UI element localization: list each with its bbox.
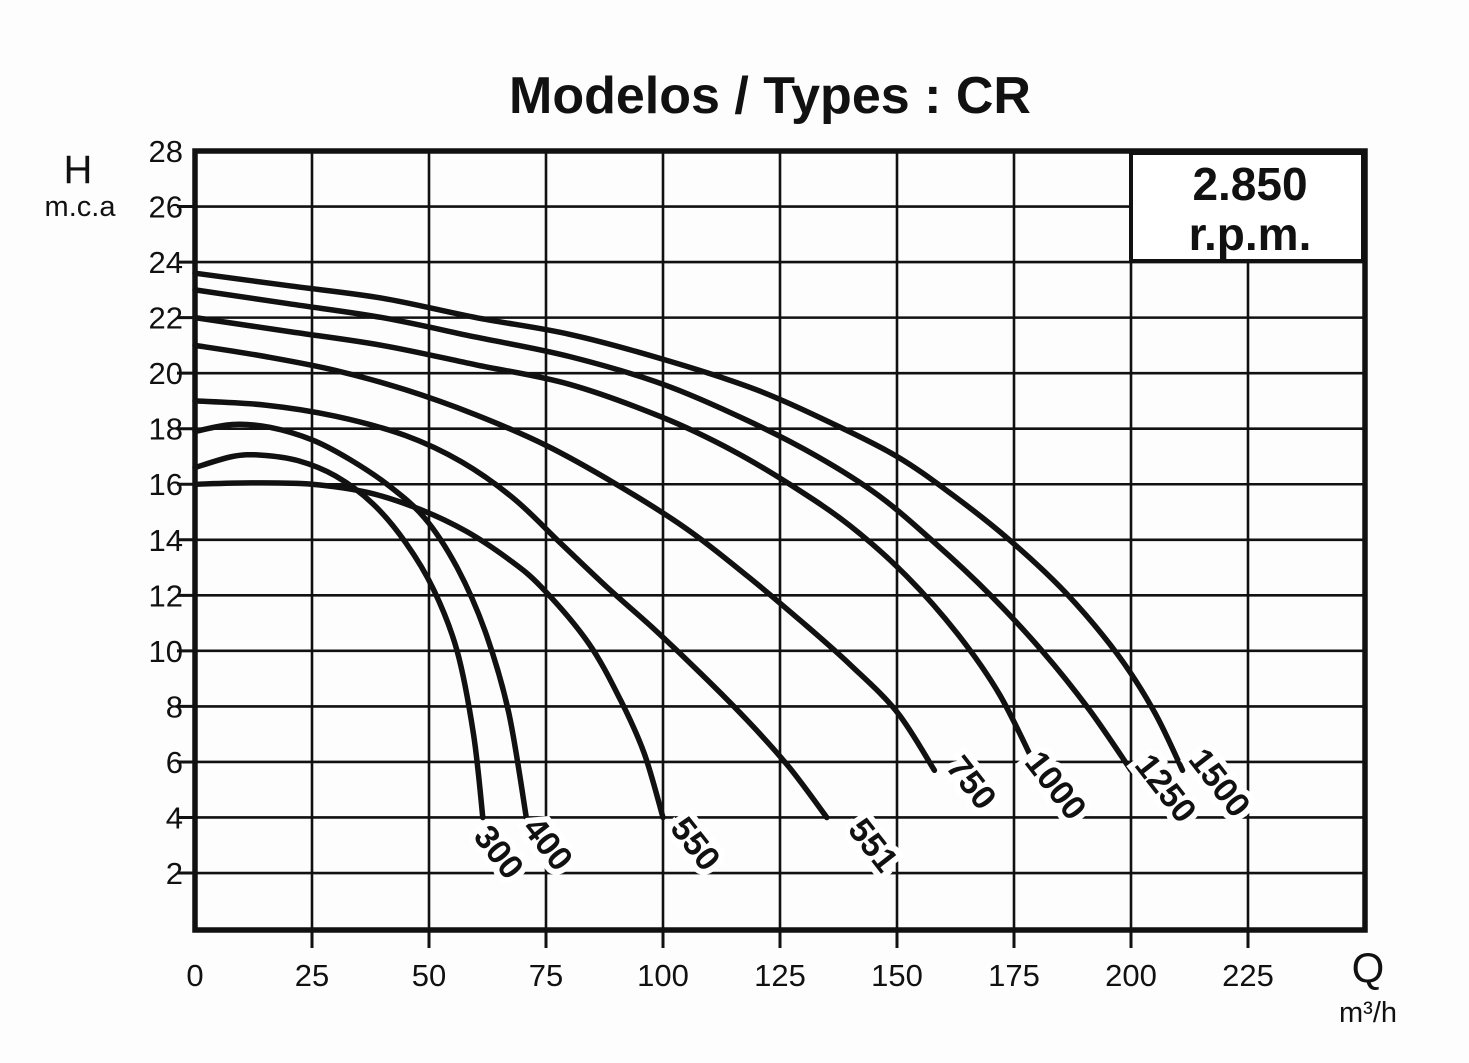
y-tick-label: 2 — [166, 856, 183, 891]
rpm-box — [1129, 151, 1365, 263]
x-tick-label: 75 — [529, 958, 563, 993]
rpm-unit-label: r.p.m. — [1189, 208, 1312, 260]
x-tick-label: 125 — [754, 958, 806, 993]
curve-label-750: 750 — [939, 749, 1004, 817]
curve-550 — [192, 480, 666, 821]
curve-750 — [192, 342, 938, 774]
x-axis-unit-label: m³/h — [1339, 997, 1397, 1029]
x-tick-label: 150 — [871, 958, 923, 993]
y-tick-label: 8 — [166, 689, 183, 724]
page-title: Modelos / Types : CR — [509, 67, 1031, 125]
curve-1250 — [192, 287, 1134, 774]
y-tick-label: 16 — [149, 467, 183, 502]
curve-1000 — [192, 314, 1041, 774]
y-tick-label: 12 — [149, 578, 183, 613]
y-tick-label: 10 — [149, 634, 183, 669]
axis-tick-labels: 0 25 50 75 100 125 150 175 200 225282624222018161… — [149, 134, 1274, 993]
y-tick-label: 28 — [149, 134, 183, 169]
y-tick-label: 6 — [166, 745, 183, 780]
curve-label-400: 400 — [515, 810, 580, 878]
curve-1500 — [192, 270, 1186, 774]
y-tick-label: 20 — [149, 356, 183, 391]
axis-ticks — [177, 205, 1250, 948]
y-tick-label: 22 — [149, 301, 183, 336]
y-tick-label: 4 — [166, 800, 183, 835]
y-tick-label: 26 — [149, 190, 183, 225]
x-tick-label: 0 — [186, 958, 203, 993]
curve-400 — [192, 421, 530, 821]
x-tick-label: 175 — [988, 958, 1040, 993]
x-tick-label: 225 — [1222, 958, 1274, 993]
x-tick-label: 25 — [295, 958, 329, 993]
curve-300 — [192, 451, 486, 821]
y-tick-label: 14 — [149, 523, 183, 558]
y-tick-label: 24 — [149, 245, 183, 280]
x-tick-label: 100 — [637, 958, 689, 993]
x-tick-label: 50 — [412, 958, 446, 993]
y-axis-label: H — [64, 148, 93, 192]
y-tick-label: 18 — [149, 412, 183, 447]
curve-label-550: 550 — [663, 810, 728, 878]
x-axis-label: Q — [1352, 944, 1385, 991]
pump-curves — [192, 270, 1186, 821]
rpm-speed-value: 2.850 — [1192, 158, 1307, 210]
curve-551 — [192, 398, 830, 821]
curve-label-551: 551 — [840, 811, 905, 879]
y-axis-unit-label: m.c.a — [45, 191, 117, 223]
x-tick-label: 200 — [1105, 958, 1157, 993]
